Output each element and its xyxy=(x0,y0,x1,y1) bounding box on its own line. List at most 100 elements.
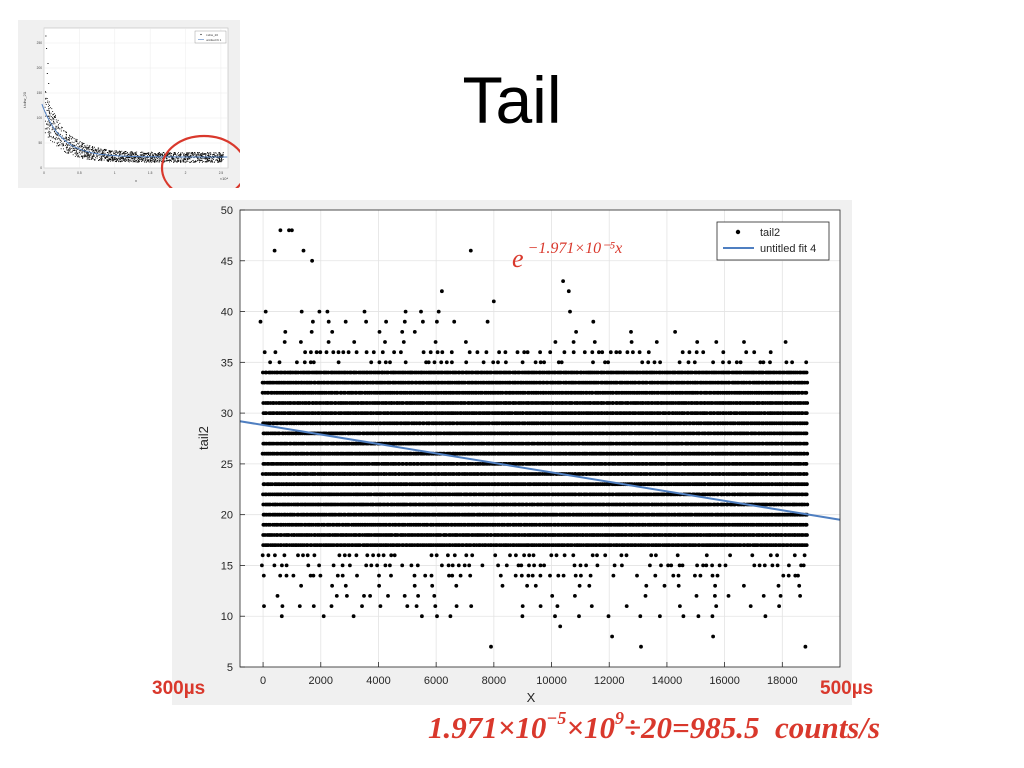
thumbnail-data-point xyxy=(90,154,92,156)
thumbnail-data-point xyxy=(110,160,111,162)
data-point xyxy=(508,553,512,558)
thumbnail-data-point xyxy=(116,161,117,163)
data-point xyxy=(337,522,342,527)
thumbnail-data-point xyxy=(144,160,146,161)
thumbnail-data-point xyxy=(180,160,182,161)
thumbnail-data-point xyxy=(81,151,83,152)
thumbnail-data-point xyxy=(134,152,136,154)
thumbnail-data-point xyxy=(210,152,212,154)
thumbnail-data-point xyxy=(86,148,88,150)
thumbnail-data-point xyxy=(107,155,109,157)
data-point xyxy=(606,614,611,619)
thumbnail-data-point xyxy=(51,137,53,139)
thumbnail-data-point xyxy=(97,148,99,150)
thumbnail-data-point xyxy=(86,153,87,155)
thumbnail-data-point xyxy=(169,155,171,157)
thumbnail-data-point xyxy=(200,154,202,156)
thumbnail-data-point xyxy=(54,117,55,118)
data-point xyxy=(562,543,567,547)
thumbnail-data-point xyxy=(189,154,191,156)
data-point xyxy=(456,563,461,568)
thumbnail-data-point xyxy=(91,149,93,151)
thumbnail-data-point xyxy=(106,149,107,151)
thumbnail-data-point xyxy=(102,152,103,154)
thumbnail-data-point xyxy=(187,161,189,162)
thumbnail-data-point xyxy=(218,158,220,160)
thumbnail-data-point xyxy=(79,146,80,147)
thumbnail-data-point xyxy=(52,114,54,116)
thumbnail-data-point xyxy=(215,152,217,154)
thumbnail-data-point xyxy=(92,150,94,152)
thumbnail-x-exponent: ×10⁴ xyxy=(220,176,229,181)
data-point xyxy=(318,502,323,507)
thumbnail-data-point xyxy=(119,153,121,155)
data-point xyxy=(744,492,749,497)
thumbnail-y-label: t.tdiw_20 xyxy=(22,91,27,108)
thumbnail-data-point xyxy=(48,132,50,134)
thumbnail-data-point xyxy=(163,161,165,163)
thumbnail-data-point xyxy=(117,153,119,154)
thumbnail-data-point xyxy=(185,154,187,156)
data-point xyxy=(496,563,500,568)
data-point xyxy=(624,522,629,527)
thumbnail-data-point xyxy=(204,153,206,155)
data-point xyxy=(291,573,296,578)
thumbnail-data-point xyxy=(134,159,136,160)
thumbnail-data-point xyxy=(96,149,97,151)
thumbnail-data-point xyxy=(97,155,99,156)
thumbnail-data-point xyxy=(55,128,57,130)
thumbnail-data-point xyxy=(221,154,223,156)
thumbnail-data-point xyxy=(67,144,69,145)
thumbnail-plot-area xyxy=(43,27,229,169)
thumbnail-data-point xyxy=(93,159,95,160)
thumbnail-data-point xyxy=(54,128,56,130)
data-point xyxy=(500,583,505,588)
thumbnail-data-point xyxy=(49,125,50,127)
thumbnail-data-point xyxy=(130,152,132,153)
thumbnail-data-point xyxy=(105,158,107,159)
thumbnail-data-point xyxy=(77,143,79,145)
thumbnail-data-point xyxy=(190,152,192,154)
data-point xyxy=(568,512,572,517)
thumbnail-data-point xyxy=(178,152,179,154)
data-point xyxy=(395,533,400,537)
thumbnail-data-point xyxy=(153,159,155,161)
data-point xyxy=(755,543,760,547)
thumbnail-data-point xyxy=(94,159,96,161)
data-point xyxy=(584,563,588,568)
thumbnail-data-point xyxy=(217,156,219,157)
data-point xyxy=(713,594,717,598)
thumbnail-data-point xyxy=(109,159,110,160)
thumbnail-data-point xyxy=(148,154,149,155)
thumbnail-data-point xyxy=(142,159,144,161)
thumbnail-data-point xyxy=(81,148,83,150)
thumbnail-data-point xyxy=(143,153,144,155)
thumbnail-data-point xyxy=(166,154,168,156)
thumbnail-data-point xyxy=(160,154,162,156)
data-point xyxy=(392,512,396,517)
data-point xyxy=(418,492,422,497)
data-point xyxy=(609,543,614,547)
thumbnail-data-point xyxy=(128,159,130,161)
thumbnail-data-point xyxy=(47,121,49,123)
data-point xyxy=(497,492,501,497)
thumbnail-data-point xyxy=(78,147,80,149)
thumbnail-data-point xyxy=(168,160,170,162)
data-point xyxy=(459,492,464,497)
thumbnail-data-point xyxy=(87,153,89,155)
data-point xyxy=(693,573,697,578)
thumbnail-data-point xyxy=(104,148,106,150)
data-point xyxy=(804,492,809,497)
thumbnail-data-point xyxy=(52,118,54,119)
thumbnail-data-point xyxy=(162,155,164,157)
thumbnail-data-point xyxy=(103,152,105,154)
thumbnail-data-point xyxy=(210,161,211,163)
thumbnail-data-point xyxy=(68,152,70,154)
data-point xyxy=(280,563,284,568)
thumbnail-data-point xyxy=(200,160,201,162)
thumbnail-data-point xyxy=(170,153,172,154)
thumbnail-data-point xyxy=(105,157,106,158)
thumbnail-data-point xyxy=(114,150,116,152)
thumbnail-data-point xyxy=(150,160,152,161)
data-point xyxy=(369,563,374,568)
